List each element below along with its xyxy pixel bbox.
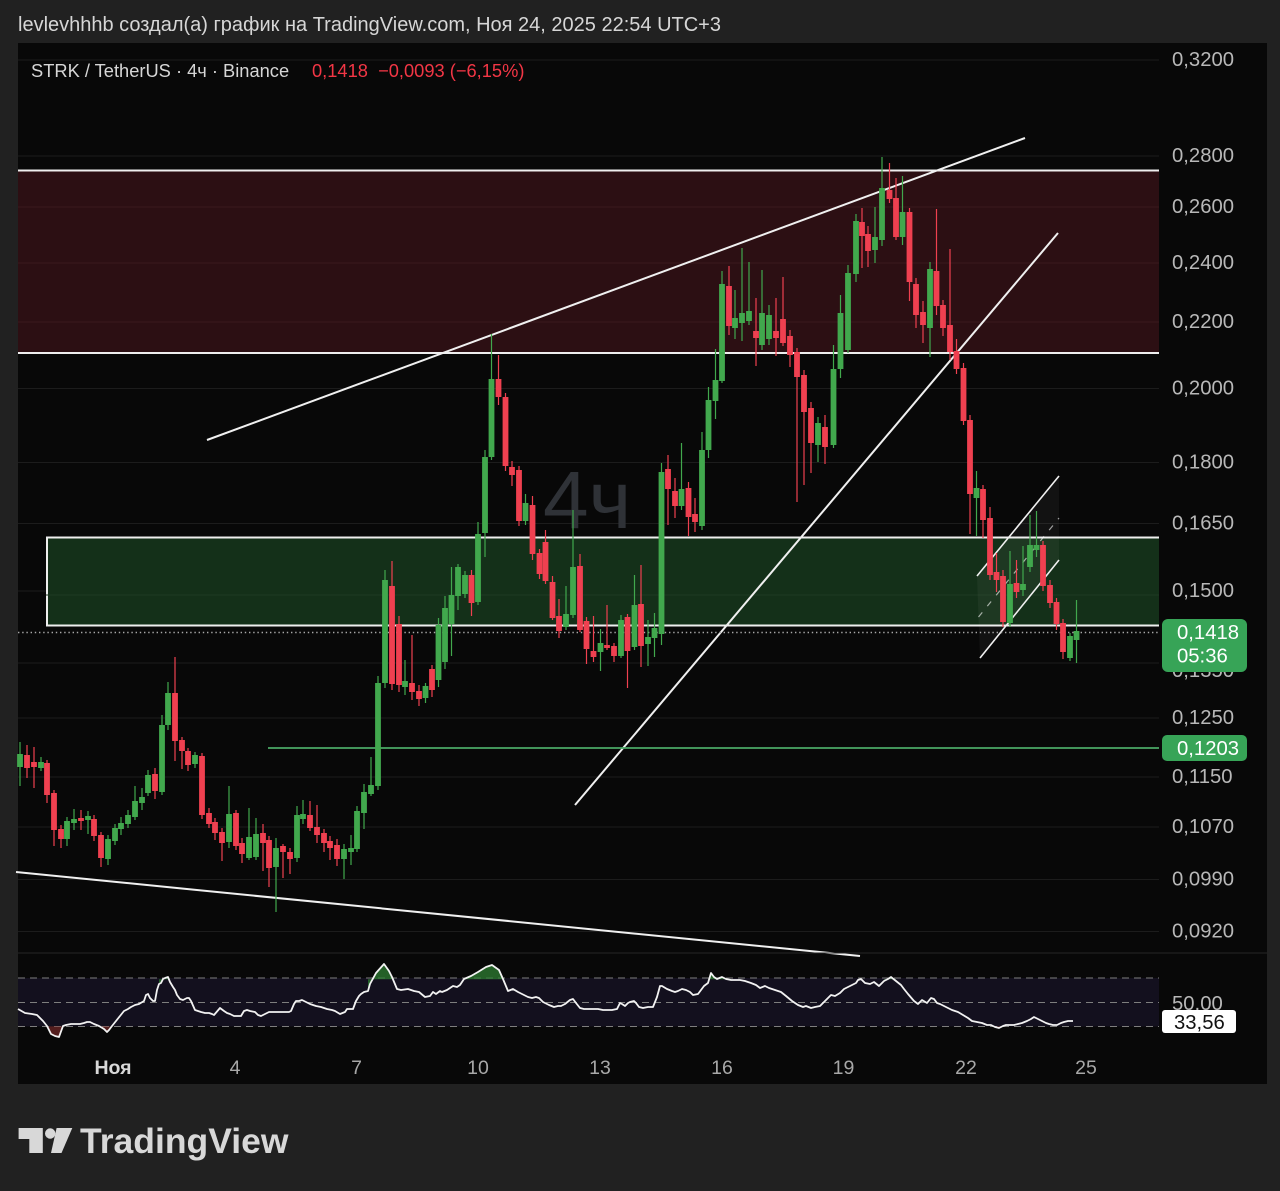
svg-text:0,3200: 0,3200 xyxy=(1172,49,1234,71)
svg-text:13: 13 xyxy=(589,1057,611,1079)
svg-text:10: 10 xyxy=(467,1057,489,1079)
svg-text:0,2800: 0,2800 xyxy=(1172,145,1234,167)
svg-text:Ноя: Ноя xyxy=(94,1057,131,1079)
svg-text:33,56: 33,56 xyxy=(1174,1012,1225,1034)
svg-text:0,2400: 0,2400 xyxy=(1172,252,1234,274)
svg-text:0,1250: 0,1250 xyxy=(1172,707,1234,729)
svg-text:0,1800: 0,1800 xyxy=(1172,452,1234,474)
svg-text:0,1418: 0,1418 xyxy=(1177,622,1239,644)
svg-text:50,00: 50,00 xyxy=(1172,993,1223,1015)
svg-text:22: 22 xyxy=(955,1057,977,1079)
svg-text:0,1070: 0,1070 xyxy=(1172,816,1234,838)
svg-text:0,1203: 0,1203 xyxy=(1177,738,1239,760)
svg-text:7: 7 xyxy=(351,1057,362,1079)
svg-text:0,1500: 0,1500 xyxy=(1172,580,1234,602)
svg-text:25: 25 xyxy=(1075,1057,1097,1079)
svg-text:0,1150: 0,1150 xyxy=(1172,766,1233,788)
svg-text:0,2000: 0,2000 xyxy=(1172,378,1234,400)
svg-text:0,2600: 0,2600 xyxy=(1172,196,1234,218)
svg-text:4ч: 4ч xyxy=(543,455,631,546)
svg-text:0,0990: 0,0990 xyxy=(1172,869,1234,891)
svg-text:0,2200: 0,2200 xyxy=(1172,311,1234,333)
svg-text:TradingView: TradingView xyxy=(80,1121,289,1161)
svg-text:05:36: 05:36 xyxy=(1177,646,1228,668)
svg-text:16: 16 xyxy=(711,1057,733,1079)
svg-text:0,1650: 0,1650 xyxy=(1172,513,1234,535)
svg-text:0,1418 −0,0093 (−6,15%): 0,1418 −0,0093 (−6,15%) xyxy=(312,60,524,81)
svg-text:19: 19 xyxy=(833,1057,855,1079)
svg-text:levlevhhhb создал(а) график на: levlevhhhb создал(а) график на TradingVi… xyxy=(18,14,721,36)
svg-text:STRK / TetherUS · 4ч · Binance: STRK / TetherUS · 4ч · Binance xyxy=(31,60,289,81)
svg-text:0,0920: 0,0920 xyxy=(1172,921,1234,943)
svg-text:4: 4 xyxy=(230,1057,241,1079)
